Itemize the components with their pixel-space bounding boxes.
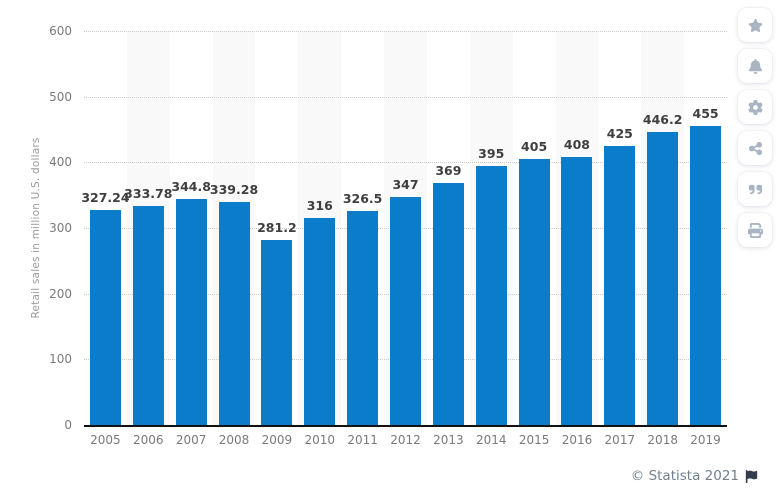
- bar[interactable]: [261, 240, 293, 425]
- x-axis-tick-labels: 2005 2006 2007 2008 2009 2010 2011 2012 2013 2014…: [84, 432, 727, 448]
- bar[interactable]: [347, 210, 379, 425]
- bar[interactable]: [432, 182, 464, 425]
- bar-value-label: 327.24: [81, 190, 130, 206]
- x-tick-label: 2015: [518, 433, 550, 447]
- bar-value-label: 446.2: [642, 112, 683, 127]
- bar-chart-plot-area: 327.24 333.78 344.8 339.28 281.2 316 326.5 347 3…: [81, 31, 727, 425]
- quote-icon: [748, 184, 762, 194]
- bar[interactable]: [647, 132, 679, 425]
- y-axis-tick-labels: 0 100 200 300 400 500 600: [0, 24, 72, 432]
- bar-value-label: 455: [692, 106, 719, 122]
- x-tick-label: 2005: [90, 433, 121, 447]
- x-tick-label: 2008: [218, 433, 250, 447]
- gridline: [84, 31, 727, 32]
- x-tick-label: 2009: [261, 433, 293, 447]
- bar[interactable]: [518, 159, 550, 425]
- bar-value-label: 395: [478, 145, 505, 161]
- bar[interactable]: [604, 145, 636, 425]
- star-icon: [748, 18, 762, 32]
- bar-value-label: 405: [521, 139, 548, 155]
- footer: © Statista 2021: [631, 468, 758, 484]
- y-tick-label: 500: [49, 89, 72, 104]
- bar-value-label: 369: [435, 162, 462, 178]
- gridline: [84, 96, 727, 98]
- bar[interactable]: [218, 202, 250, 425]
- x-tick-label: 2010: [304, 433, 336, 447]
- bar[interactable]: [132, 205, 164, 425]
- bar-value-label: 316: [306, 197, 333, 213]
- bar-value-label: 344.8: [171, 178, 211, 194]
- y-tick-label: 0: [64, 418, 72, 432]
- print-button[interactable]: [738, 213, 772, 247]
- action-toolbar: [738, 8, 772, 254]
- gear-icon: [747, 99, 763, 115]
- bar[interactable]: [690, 126, 722, 425]
- bar-value-label: 333.78: [124, 185, 173, 201]
- favorite-button[interactable]: [738, 8, 772, 42]
- settings-button[interactable]: [738, 90, 772, 124]
- x-tick-label: 2016: [561, 433, 593, 447]
- y-tick-label: 300: [49, 221, 72, 235]
- share-icon: [748, 141, 762, 155]
- x-tick-label: 2011: [347, 433, 378, 447]
- cite-button[interactable]: [738, 172, 772, 206]
- bar-value-label: 425: [606, 125, 633, 141]
- x-tick-label: 2006: [133, 433, 164, 447]
- x-tick-label: 2017: [604, 433, 636, 447]
- x-tick-label: 2013: [433, 433, 464, 447]
- y-tick-label: 400: [49, 155, 72, 170]
- x-tick-label: 2018: [647, 433, 678, 447]
- bar-value-label: 408: [563, 137, 590, 153]
- bar-value-label: 347: [392, 177, 419, 193]
- share-button[interactable]: [738, 131, 772, 165]
- alerts-button[interactable]: [738, 49, 772, 83]
- copyright-text: © Statista 2021: [630, 468, 739, 484]
- bell-icon: [748, 58, 762, 74]
- y-tick-label: 200: [49, 286, 72, 301]
- bar[interactable]: [89, 210, 121, 425]
- bar[interactable]: [304, 217, 336, 425]
- bar[interactable]: [475, 165, 507, 425]
- bar-value-label: 339.28: [209, 182, 259, 198]
- bar-value-label: 281.2: [257, 220, 297, 236]
- bar[interactable]: [390, 197, 421, 425]
- x-tick-label: 2019: [690, 433, 721, 447]
- flag-icon[interactable]: [745, 469, 758, 483]
- flag-icon: [745, 469, 758, 483]
- y-tick-label: 600: [49, 24, 72, 38]
- x-axis-line: [84, 425, 727, 427]
- x-tick-label: 2014: [475, 433, 507, 447]
- bar-value-label: 326.5: [342, 190, 383, 206]
- bar[interactable]: [561, 157, 593, 425]
- bar[interactable]: [175, 198, 207, 425]
- x-tick-label: 2007: [175, 433, 207, 447]
- gridline: [84, 162, 727, 164]
- y-tick-label: 100: [49, 352, 72, 367]
- print-icon: [747, 222, 763, 238]
- x-tick-label: 2012: [390, 433, 421, 447]
